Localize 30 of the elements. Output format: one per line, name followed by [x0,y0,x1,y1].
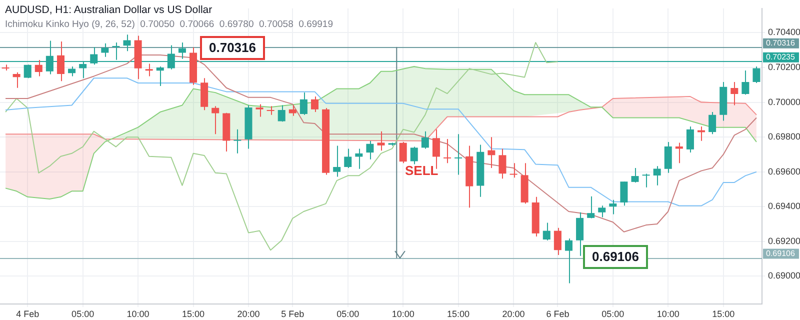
annotation: SELL [405,163,438,178]
x-tick-label: 05:00 [72,308,94,319]
x-tick-label: 10:00 [126,308,150,319]
y-tick-label: 0.69000 [768,270,800,281]
x-tick-label: 10:00 [392,308,414,319]
y-tick-label: 0.69800 [768,132,800,142]
x-tick-label: 05:00 [336,308,360,319]
ref-line-label: 0.70235 [766,52,796,62]
x-tick-label: 15:00 [712,308,735,319]
y-tick-label: 0.69400 [768,201,800,212]
y-tick-label: 0.70200 [768,62,800,72]
y-tick-label: 0.70000 [768,96,800,107]
text: 0.69106 [766,248,796,258]
x-tick-label: 4 Feb [16,308,40,319]
y-tick-label: 0.70400 [768,27,800,38]
x-tick-label: 15:00 [182,308,205,319]
y-tick-label: 0.69600 [768,166,800,176]
chart-title: AUDUSD, H1: Australian Dollar vs US Dollar [5,4,212,16]
x-tick-label: 6 Feb [546,308,570,319]
x-tick-label: 10:00 [656,308,680,319]
x-tick-label: 5 Feb [281,308,304,319]
x-tick-label: 15:00 [447,308,470,319]
y-tick-label: 0.69200 [768,236,800,246]
text: Ichimoku Kinko Hyo (9, 26, 52) 0.70050 0.70066 0.69780 0.70058 0.69919 [5,19,333,30]
ref-line-label: 0.69106 [583,245,648,269]
ref-line-label: 0.70316 [200,36,265,60]
x-tick-label: 05:00 [602,308,624,319]
x-tick-label: 20:00 [502,308,525,319]
x-tick-label: 20:00 [237,308,260,319]
text: 0.70316 [766,38,796,48]
